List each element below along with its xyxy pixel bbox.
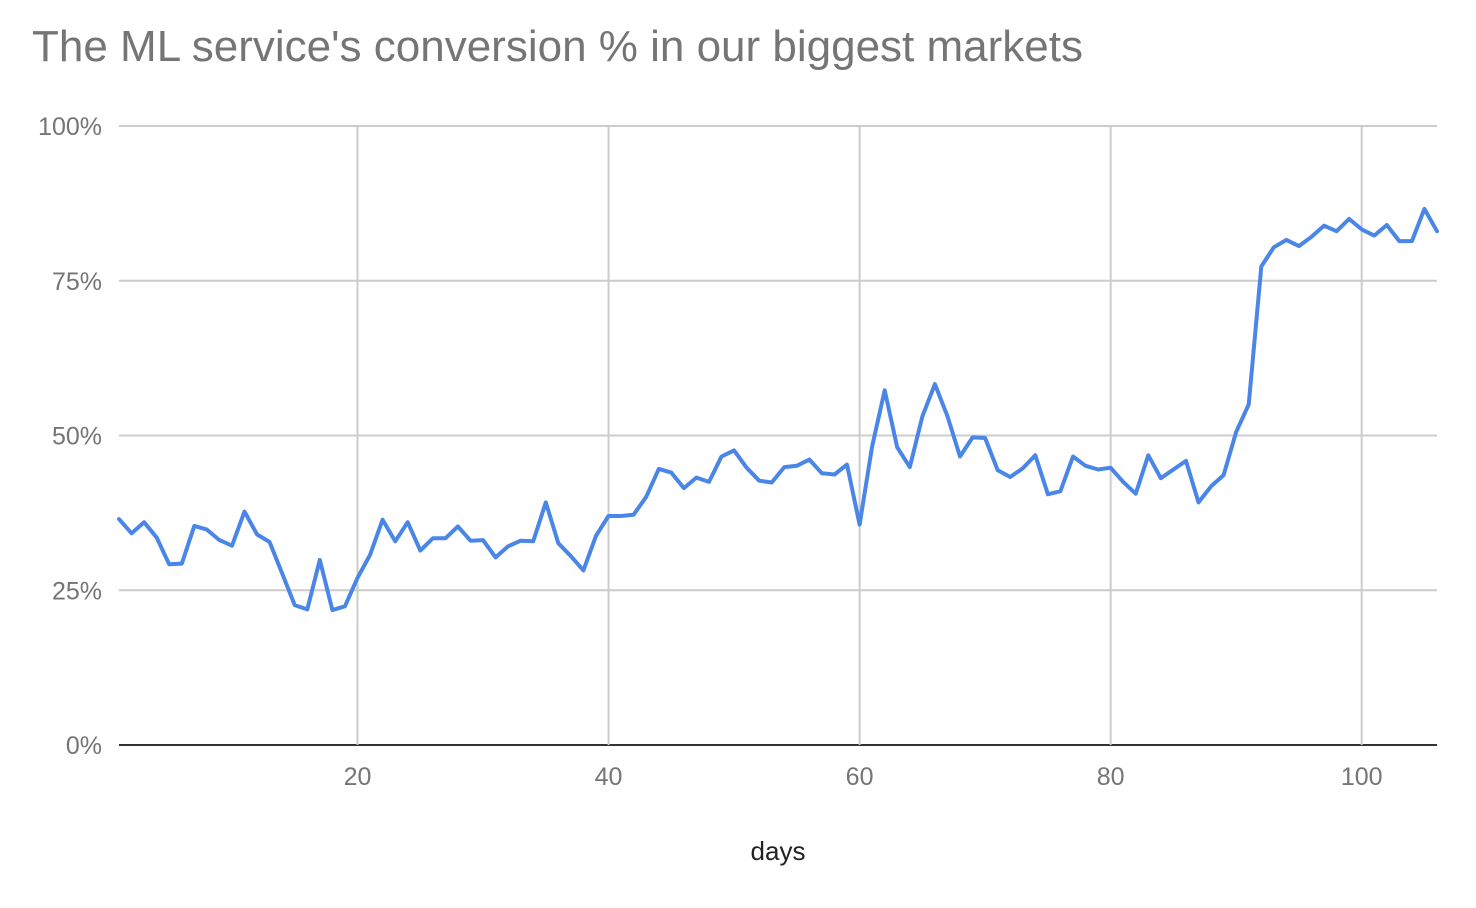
x-tick-label: 60 xyxy=(846,763,874,791)
x-tick-label: 80 xyxy=(1097,763,1125,791)
x-tick-label: 40 xyxy=(595,763,623,791)
tick-labels: 0% 25% 50% 75% 100% 20 40 60 80 100 xyxy=(38,113,1382,791)
x-tick-label: 100 xyxy=(1341,763,1383,791)
y-tick-label: 0% xyxy=(66,732,102,760)
y-tick-label: 75% xyxy=(52,268,102,296)
series-lines xyxy=(117,206,1439,613)
gridlines xyxy=(119,125,1437,746)
y-tick-label: 25% xyxy=(52,577,102,605)
series-line xyxy=(117,206,1439,613)
y-tick-label: 50% xyxy=(52,423,102,451)
x-tick-label: 20 xyxy=(344,763,372,791)
chart-title: The ML service's conversion % in our big… xyxy=(32,22,1083,71)
y-tick-label: 100% xyxy=(38,113,102,141)
x-axis-title: days xyxy=(751,836,806,866)
